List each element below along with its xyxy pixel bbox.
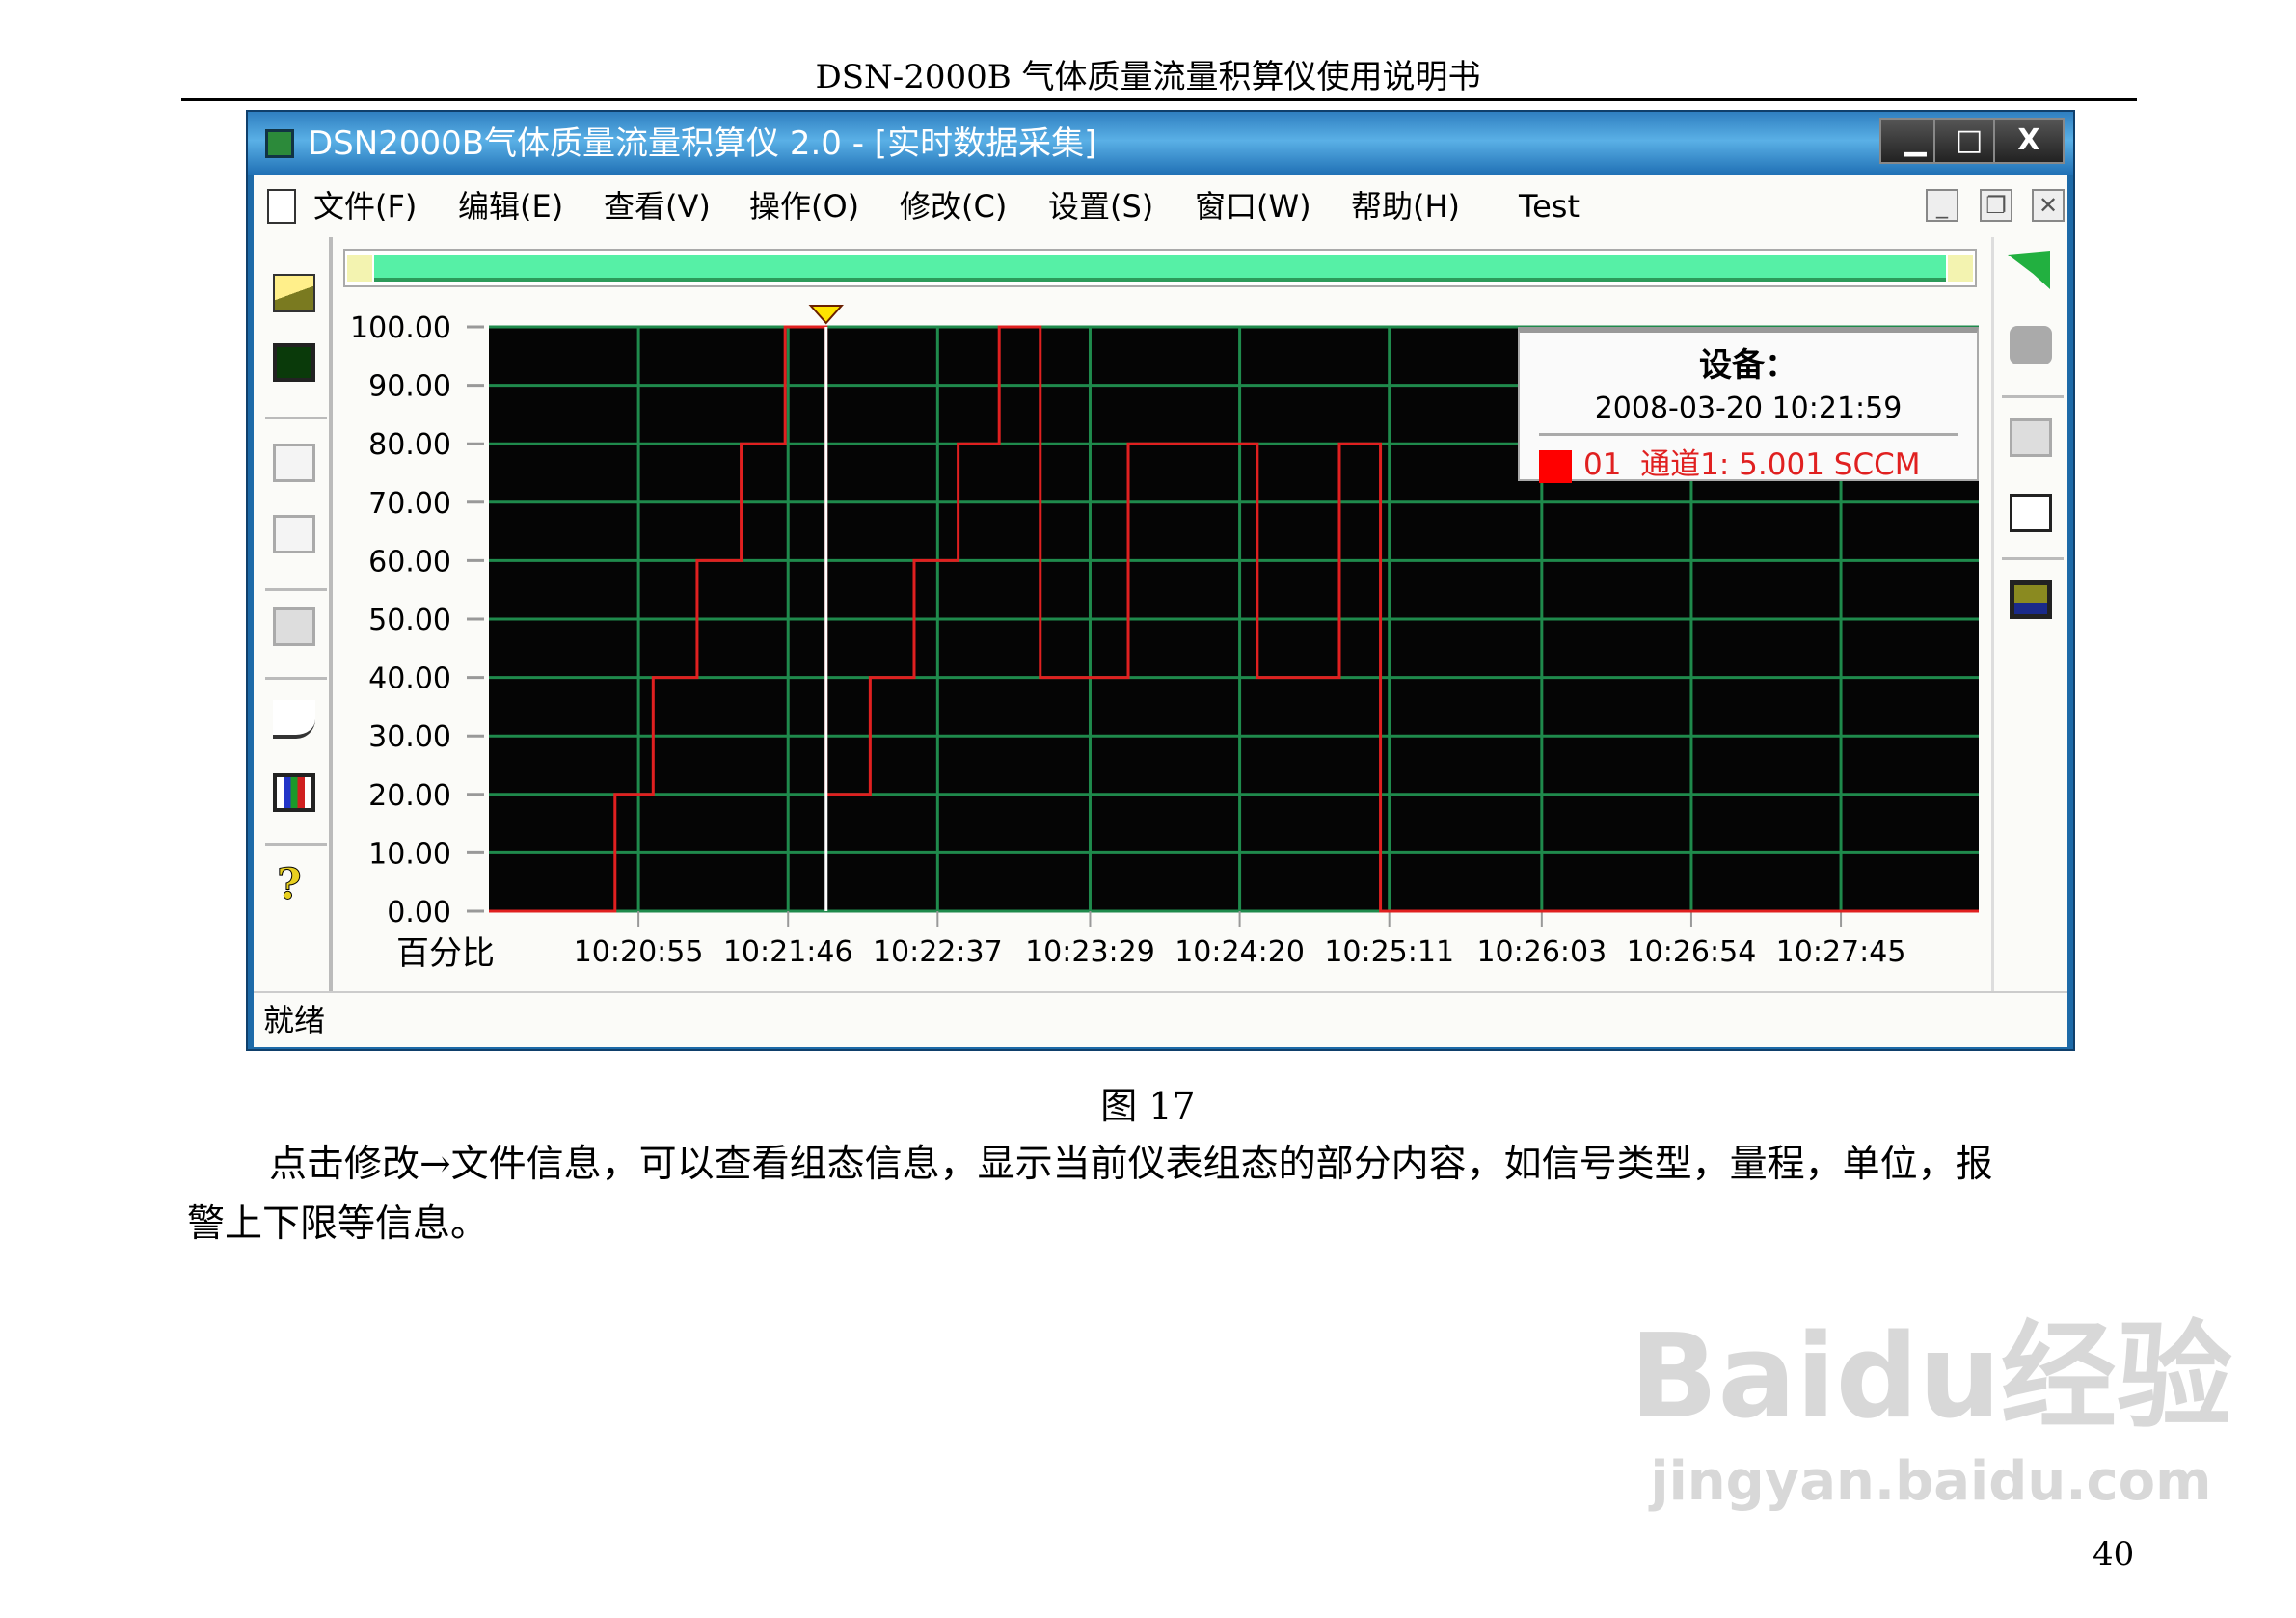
display-rgb-icon[interactable] [273, 773, 315, 812]
menu-settings[interactable]: 设置(S) [1048, 188, 1154, 225]
title-bar[interactable]: DSN2000B气体质量流量积算仪 2.0 - [实时数据采集] [248, 112, 2073, 175]
legend-timestamp: 2008-03-20 10:21:59 [1594, 391, 1903, 425]
x-tick-label: 10:24:20 [1175, 935, 1305, 969]
x-tick-label: 10:22:37 [873, 935, 1003, 969]
scroll-range-fill[interactable] [374, 255, 1946, 282]
window-title: DSN2000B气体质量流量积算仪 2.0 - [实时数据采集] [308, 124, 1097, 163]
y-tick-label: 30.00 [368, 720, 451, 754]
y-tick-label: 10.00 [368, 837, 451, 871]
toolbar-separator [265, 588, 327, 591]
legend-title: 设备： [1699, 346, 1797, 385]
page-number: 40 [2093, 1535, 2135, 1574]
y-tick-label: 20.00 [368, 779, 451, 813]
menu-file[interactable]: 文件(F) [313, 188, 418, 225]
figure-caption: 图 17 [1100, 1085, 1196, 1127]
table-grid-icon[interactable] [273, 444, 315, 482]
legend-box: 设备： 2008-03-20 10:21:59 01 通道1: 5.001 SC… [1518, 327, 1979, 483]
help-icon[interactable]: ? [277, 860, 303, 910]
menu-bar: 文件(F) 编辑(E) 查看(V) 操作(O) 修改(C) 设置(S) 窗口(W… [254, 175, 2067, 237]
chart-monitor-icon[interactable] [273, 343, 315, 382]
status-text: 就绪 [263, 1002, 326, 1038]
right-toolbar [1991, 237, 2066, 991]
x-tick-label: 10:26:03 [1476, 935, 1607, 969]
y-tick-label: 50.00 [368, 604, 451, 637]
menu-operate[interactable]: 操作(O) [749, 188, 860, 225]
mdi-close-button[interactable]: ✕ [2032, 189, 2065, 222]
x-tick-label: 10:21:46 [723, 935, 853, 969]
app-icon [265, 129, 294, 158]
time-scroll-bar[interactable] [343, 249, 1977, 287]
y-tick-label: 40.00 [368, 662, 451, 696]
document-icon[interactable] [267, 189, 296, 224]
x-tick-label: 10:20:55 [574, 935, 704, 969]
stop-icon[interactable] [2010, 326, 2052, 364]
menu-test[interactable]: Test [1519, 188, 1580, 225]
menu-modify[interactable]: 修改(C) [900, 188, 1008, 225]
edit-doc-icon[interactable] [273, 607, 315, 646]
document-header: DSN-2000B 气体质量流量积算仪使用说明书 [815, 58, 1481, 96]
toolbar-separator [265, 417, 327, 419]
y-tick-label: 60.00 [368, 545, 451, 579]
menu-view[interactable]: 查看(V) [604, 188, 711, 225]
header-rule [181, 98, 2137, 101]
toolbar-separator [2002, 395, 2064, 398]
menu-window[interactable]: 窗口(W) [1195, 188, 1311, 225]
x-tick-label: 10:26:54 [1627, 935, 1757, 969]
y-tick-label: 0.00 [387, 896, 451, 930]
app-window: DSN2000B气体质量流量积算仪 2.0 - [实时数据采集] ▁ □ X 文… [246, 110, 2075, 1051]
save-disk-icon[interactable] [2010, 580, 2052, 619]
mdi-minimize-button[interactable]: _ [1926, 189, 1958, 222]
x-tick-label: 10:25:11 [1324, 935, 1454, 969]
y-tick-label: 80.00 [368, 428, 451, 462]
open-folder-icon[interactable] [273, 274, 315, 312]
cursor-marker-icon[interactable] [808, 305, 844, 325]
toolbar-separator [265, 843, 327, 846]
connect-cable-icon[interactable] [273, 700, 315, 739]
exit-arrow-icon[interactable] [2008, 251, 2050, 289]
calendar-download-icon[interactable] [2010, 494, 2052, 532]
maximize-button[interactable]: □ [1933, 118, 2005, 164]
scroll-right-handle[interactable] [1948, 255, 1973, 282]
paragraph-line-1: 点击修改→文件信息，可以查看组态信息，显示当前仪表组态的部分内容，如信号类型，量… [269, 1143, 1993, 1186]
list-icon[interactable] [273, 515, 315, 553]
left-toolbar: ? [257, 237, 333, 991]
trend-chart[interactable]: 0.00 10.00 20.00 30.00 40.00 50.00 60.00 70.00 8… [343, 294, 1983, 991]
edit-doc-icon[interactable] [2010, 418, 2052, 457]
legend-color-swatch [1539, 449, 1572, 483]
paragraph-line-2: 警上下限等信息。 [187, 1202, 489, 1246]
y-tick-label: 70.00 [368, 487, 451, 521]
y-tick-label: 100.00 [350, 311, 451, 345]
toolbar-separator [2002, 557, 2064, 560]
series-line-channel-1 [489, 325, 1979, 913]
legend-entry: 01 通道1: 5.001 SCCM [1583, 447, 1921, 482]
x-tick-label: 10:23:29 [1025, 935, 1155, 969]
client-area: 文件(F) 编辑(E) 查看(V) 操作(O) 修改(C) 设置(S) 窗口(W… [254, 175, 2067, 1047]
y-axis-label: 百分比 [396, 934, 495, 973]
x-tick-label: 10:27:45 [1776, 935, 1906, 969]
status-bar: 就绪 [254, 991, 2067, 1047]
y-tick-label: 90.00 [368, 370, 451, 404]
menu-edit[interactable]: 编辑(E) [458, 188, 564, 225]
scroll-left-handle[interactable] [347, 255, 372, 282]
close-button[interactable]: X [1993, 118, 2065, 164]
watermark-brand: Baidu经验 [1630, 1310, 2232, 1444]
baidu-watermark: Baidu经验 jingyan.baidu.com [1630, 1282, 2232, 1513]
toolbar-separator [265, 677, 327, 680]
watermark-url: jingyan.baidu.com [1650, 1450, 2212, 1513]
menu-help[interactable]: 帮助(H) [1351, 188, 1461, 225]
mdi-restore-button[interactable]: ❐ [1980, 189, 2012, 222]
